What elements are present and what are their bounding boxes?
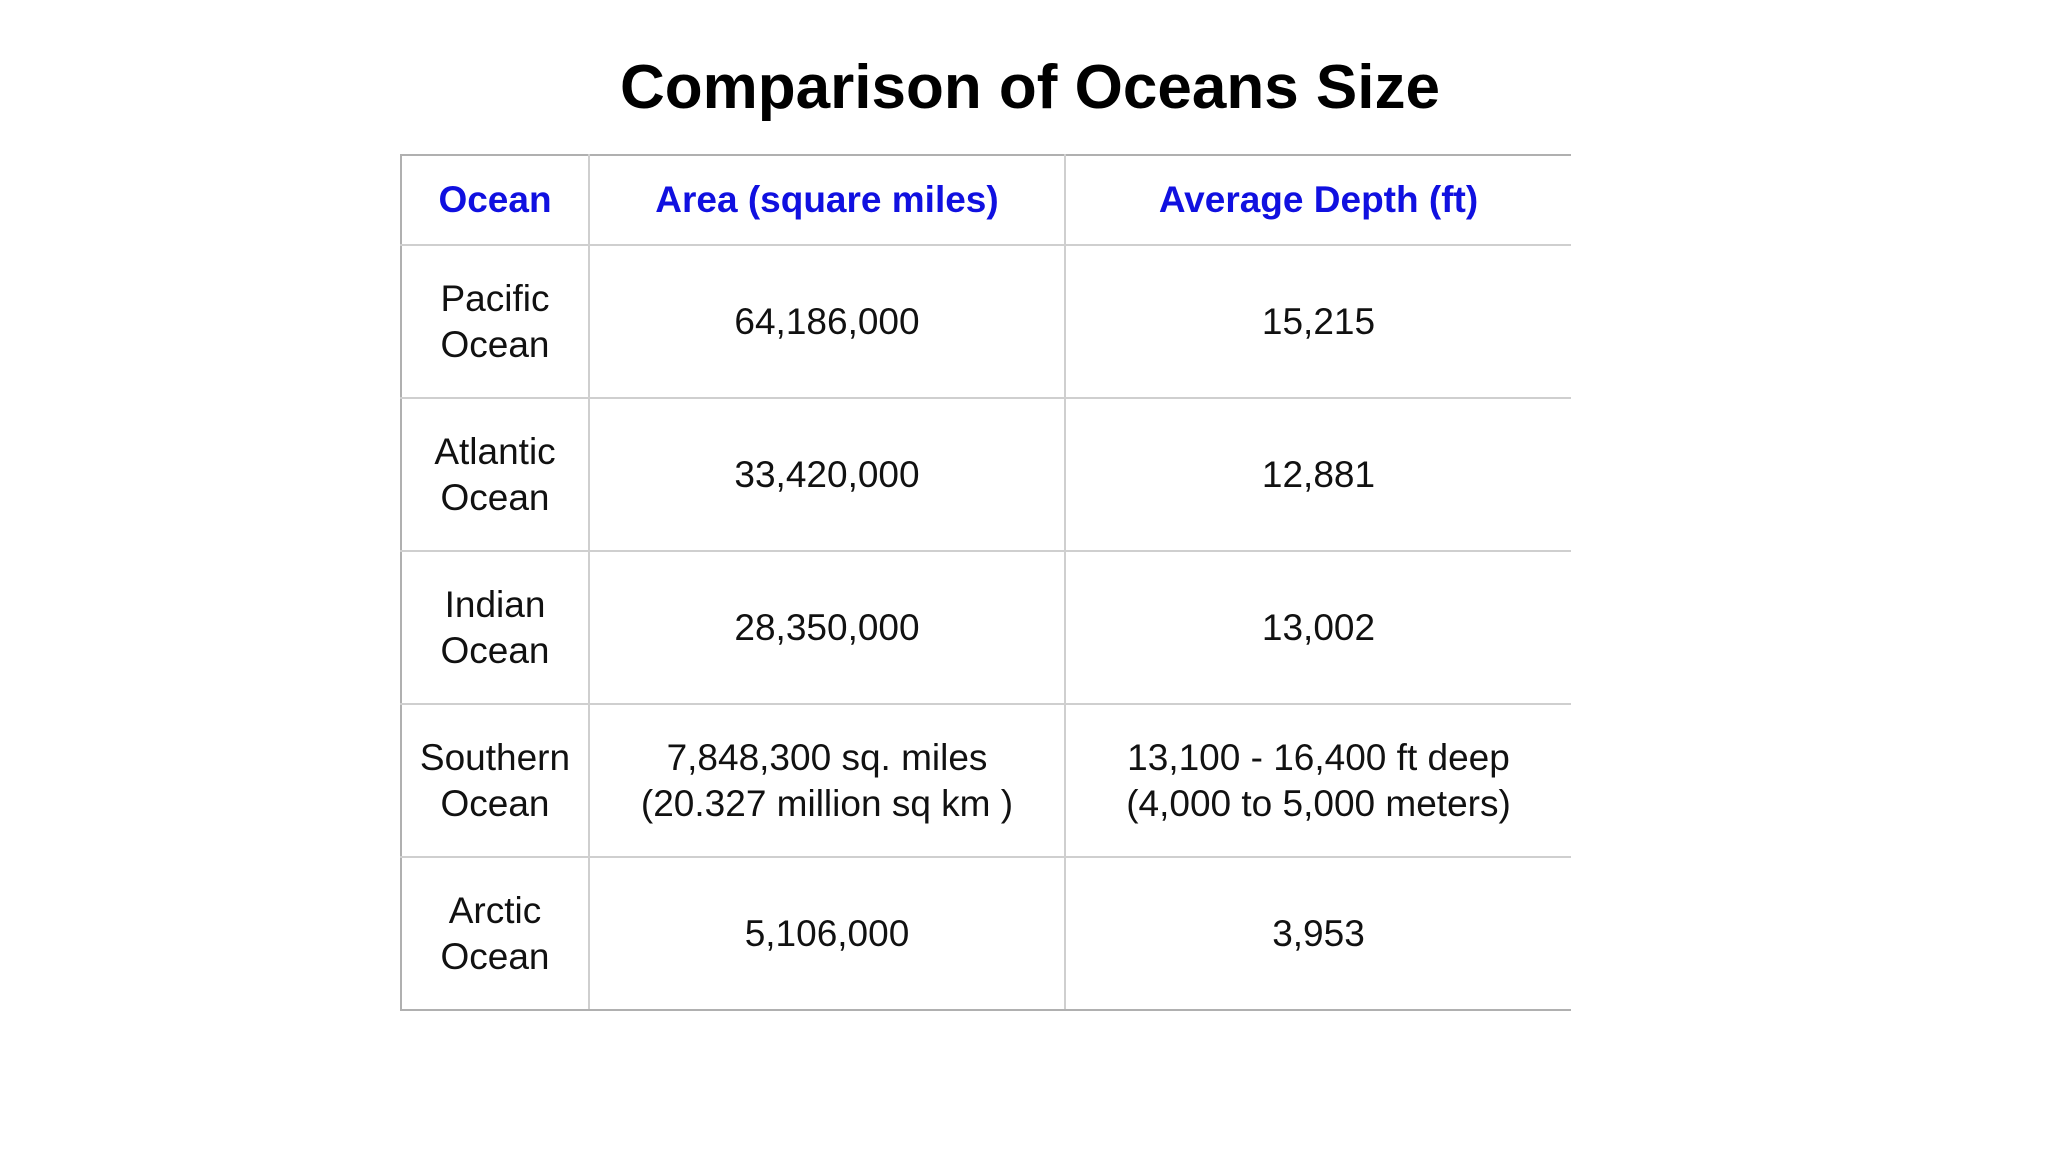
ocean-name-line: Ocean bbox=[440, 629, 550, 671]
ocean-name-cell: Indian Ocean bbox=[400, 550, 590, 705]
area-value: 5,106,000 bbox=[744, 912, 910, 954]
oceans-table: Ocean Area (square miles) Average Depth … bbox=[400, 154, 1571, 1011]
depth-value-secondary: (4,000 to 5,000 meters) bbox=[1126, 782, 1511, 824]
table-row: Atlantic Ocean 33,420,000 12,881 bbox=[400, 397, 1571, 552]
table-header-row: Ocean Area (square miles) Average Depth … bbox=[400, 154, 1571, 246]
header-ocean: Ocean bbox=[400, 154, 590, 246]
table-row: Arctic Ocean 5,106,000 3,953 bbox=[400, 856, 1571, 1011]
depth-value: 13,100 - 16,400 ft deep bbox=[1127, 736, 1510, 778]
area-value: 28,350,000 bbox=[734, 606, 920, 648]
header-area: Area (square miles) bbox=[588, 154, 1066, 246]
area-value-secondary: (20.327 million sq km ) bbox=[640, 782, 1014, 824]
depth-cell: 12,881 bbox=[1064, 397, 1571, 552]
ocean-name-line: Ocean bbox=[440, 782, 550, 824]
area-cell: 7,848,300 sq. miles (20.327 million sq k… bbox=[588, 703, 1066, 858]
depth-cell: 3,953 bbox=[1064, 856, 1571, 1011]
area-cell: 28,350,000 bbox=[588, 550, 1066, 705]
ocean-name-line: Atlantic bbox=[434, 430, 556, 472]
ocean-name-line: Indian bbox=[444, 583, 546, 625]
depth-value: 13,002 bbox=[1261, 606, 1376, 648]
ocean-name-cell: Southern Ocean bbox=[400, 703, 590, 858]
area-value: 7,848,300 sq. miles bbox=[666, 736, 988, 778]
header-depth: Average Depth (ft) bbox=[1064, 154, 1571, 246]
ocean-name-line: Ocean bbox=[440, 476, 550, 518]
area-cell: 64,186,000 bbox=[588, 244, 1066, 399]
depth-cell: 15,215 bbox=[1064, 244, 1571, 399]
ocean-name-line: Arctic bbox=[448, 889, 542, 931]
table-row: Indian Ocean 28,350,000 13,002 bbox=[400, 550, 1571, 705]
ocean-name-line: Pacific bbox=[440, 277, 550, 319]
ocean-name-line: Ocean bbox=[440, 935, 550, 977]
area-cell: 5,106,000 bbox=[588, 856, 1066, 1011]
depth-cell: 13,100 - 16,400 ft deep (4,000 to 5,000 … bbox=[1064, 703, 1571, 858]
area-value: 64,186,000 bbox=[734, 300, 920, 342]
depth-cell: 13,002 bbox=[1064, 550, 1571, 705]
depth-value: 12,881 bbox=[1261, 453, 1376, 495]
table-row: Pacific Ocean 64,186,000 15,215 bbox=[400, 244, 1571, 399]
ocean-name-cell: Atlantic Ocean bbox=[400, 397, 590, 552]
table-row: Southern Ocean 7,848,300 sq. miles (20.3… bbox=[400, 703, 1571, 858]
ocean-name-cell: Pacific Ocean bbox=[400, 244, 590, 399]
depth-value: 15,215 bbox=[1261, 300, 1376, 342]
depth-value: 3,953 bbox=[1272, 912, 1365, 954]
ocean-name-cell: Arctic Ocean bbox=[400, 856, 590, 1011]
page-title: Comparison of Oceans Size bbox=[620, 53, 1440, 122]
area-cell: 33,420,000 bbox=[588, 397, 1066, 552]
ocean-name-line: Ocean bbox=[440, 323, 550, 365]
area-value: 33,420,000 bbox=[734, 453, 920, 495]
ocean-name-line: Southern bbox=[419, 736, 571, 778]
